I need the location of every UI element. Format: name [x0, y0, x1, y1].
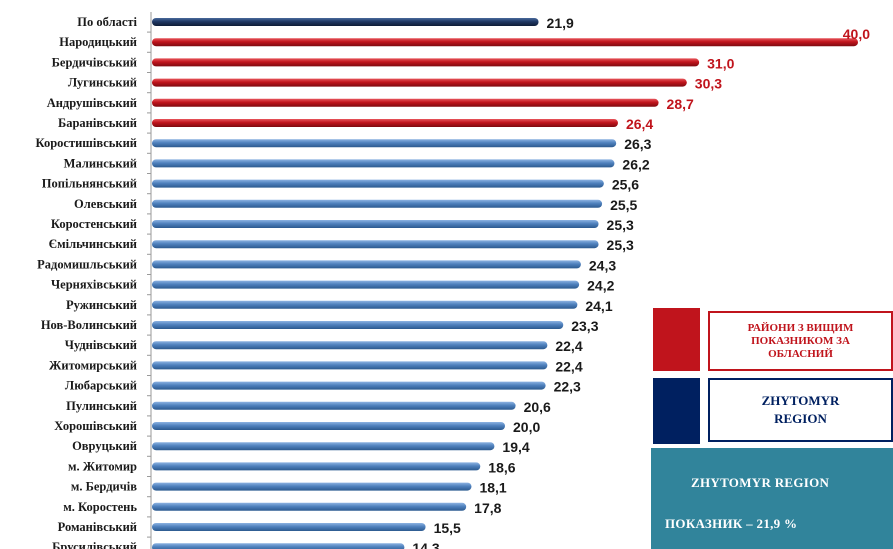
legend-text-higher: РАЙОНИ З ВИЩИМ ПОКАЗНИКОМ ЗА ОБЛАСНИЙ — [747, 321, 854, 360]
value-label: 14,3 — [412, 540, 439, 549]
legend-swatch-higher — [653, 308, 700, 371]
category-label: Баранівський — [58, 116, 137, 130]
value-label: 23,3 — [571, 318, 598, 334]
value-label: 31,0 — [707, 55, 734, 71]
category-label: Лугинський — [68, 76, 137, 90]
value-label: 26,4 — [626, 116, 653, 132]
bar — [152, 422, 505, 430]
category-label: Малинський — [64, 156, 137, 170]
value-label: 40,0 — [843, 26, 870, 42]
bar — [152, 442, 495, 451]
value-label: 15,5 — [434, 520, 461, 536]
bar — [152, 361, 548, 370]
category-label: Андрушівський — [47, 96, 137, 110]
category-label: Олевський — [74, 197, 137, 211]
category-label: Радомишльський — [37, 257, 137, 271]
category-label: Хорошівський — [54, 419, 137, 433]
bar — [152, 462, 481, 471]
bar — [152, 58, 700, 67]
bar — [152, 139, 617, 148]
value-label: 24,3 — [589, 257, 616, 273]
bar — [152, 179, 604, 188]
value-label: 30,3 — [695, 76, 722, 92]
value-label: 21,9 — [547, 15, 574, 31]
bar — [152, 341, 548, 350]
category-label: Овруцький — [72, 439, 137, 453]
axis-ticks — [147, 31, 151, 538]
value-label: 20,0 — [513, 419, 540, 435]
value-label: 24,2 — [587, 278, 614, 294]
value-label: 25,3 — [607, 217, 634, 233]
legend-swatch-region — [653, 378, 700, 444]
category-label: Бердичівський — [52, 55, 137, 69]
value-label: 28,7 — [667, 96, 694, 112]
value-label: 18,6 — [488, 459, 515, 475]
info-panel-value: ПОКАЗНИК – 21,9 % — [665, 516, 798, 531]
bar — [152, 381, 546, 390]
bar — [152, 220, 599, 228]
bar — [152, 401, 516, 410]
category-label: Ємільчинський — [49, 237, 137, 251]
category-label: Народицький — [59, 35, 137, 49]
bar — [152, 543, 405, 549]
value-label: 26,3 — [624, 136, 651, 152]
value-label: 19,4 — [502, 439, 529, 455]
category-label: Брусилівський — [52, 540, 137, 549]
value-label: 22,3 — [554, 379, 581, 395]
bar — [152, 280, 580, 289]
bar — [152, 482, 472, 491]
category-label: Любарський — [65, 379, 137, 393]
bars — [152, 18, 858, 549]
bar — [152, 321, 564, 329]
category-label: По області — [77, 15, 137, 29]
value-label: 26,2 — [622, 156, 649, 172]
value-labels: 21,9 40,0 31,0 30,328,7 26,4 26,3 26,2 25,6 25,5… — [412, 15, 870, 549]
bar — [152, 260, 581, 269]
category-label: Попільнянський — [42, 177, 137, 191]
bar — [152, 199, 603, 208]
category-label: Черняхівський — [51, 278, 137, 292]
bar — [152, 502, 467, 511]
category-label: м. Бердичів — [71, 480, 137, 494]
bar — [152, 523, 426, 531]
value-label: 22,4 — [555, 358, 582, 374]
legend-text-region: ZHYTOMYR REGION — [761, 393, 840, 426]
value-label: 25,6 — [612, 177, 639, 193]
bar — [152, 119, 618, 127]
bar — [152, 159, 615, 168]
bar — [152, 240, 599, 249]
value-label: 22,4 — [555, 338, 582, 354]
category-labels: По області Народицький Бердичівський Лугинс… — [36, 15, 138, 549]
category-label: Житомирський — [49, 358, 137, 372]
category-label: Чуднівський — [65, 338, 137, 352]
value-label: 18,1 — [479, 480, 506, 496]
bar — [152, 78, 687, 87]
legend-label-region: ZHYTOMYR REGION — [708, 378, 893, 442]
category-label: Коростишівський — [36, 136, 137, 150]
legend-label-higher: РАЙОНИ З ВИЩИМ ПОКАЗНИКОМ ЗА ОБЛАСНИЙ — [708, 311, 893, 371]
category-label: м. Житомир — [68, 459, 137, 473]
category-label: Романівський — [58, 520, 137, 534]
info-panel-title: ZHYTOMYR REGION — [691, 475, 830, 490]
category-label: Коростенський — [51, 217, 137, 231]
bar — [152, 18, 539, 26]
value-label: 24,1 — [585, 298, 612, 314]
category-label: м. Коростень — [63, 500, 137, 514]
value-label: 20,6 — [524, 399, 551, 415]
category-label: Нов-Волинський — [41, 318, 137, 332]
bar — [152, 300, 578, 309]
value-label: 17,8 — [474, 500, 501, 516]
category-label: Ружинський — [66, 298, 137, 312]
bar — [152, 38, 858, 47]
category-label: Пулинський — [66, 399, 137, 413]
value-label: 25,5 — [610, 197, 637, 213]
value-label: 25,3 — [607, 237, 634, 253]
info-panel: ZHYTOMYR REGION ПОКАЗНИК – 21,9 % — [651, 448, 893, 549]
bar — [152, 98, 659, 107]
